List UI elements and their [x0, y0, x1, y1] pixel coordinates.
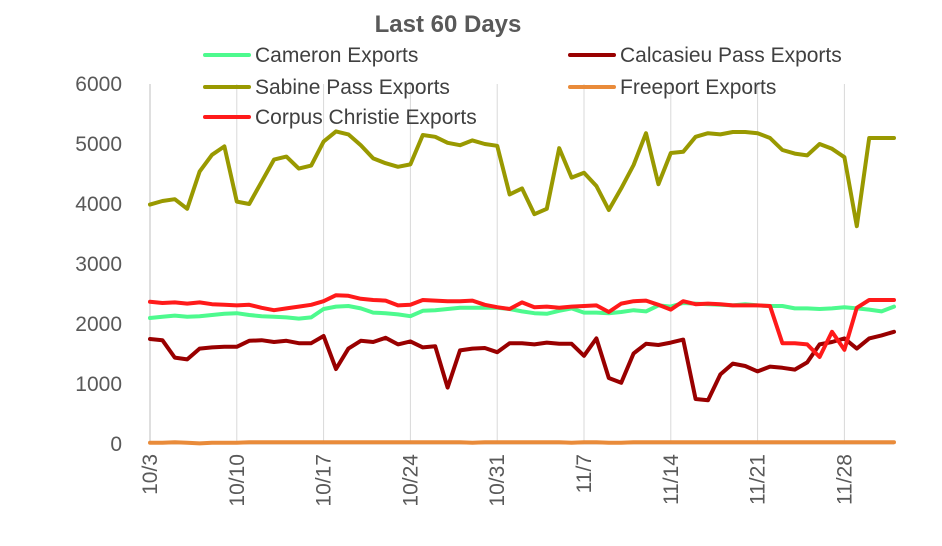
series-line-corpus-christie-exports — [148, 293, 896, 359]
x-tick-label: 11/28 — [833, 454, 856, 505]
legend-label-calcasieu-pass-exports: Calcasieu Pass Exports — [620, 44, 842, 67]
axes: 10/3 10/10 10/17 10/24 10/31 11/7 11/14 11/21 11… — [75, 73, 894, 507]
series-line-calcasieu-pass-exports — [148, 329, 896, 403]
x-tick-label: 11/7 — [573, 454, 596, 493]
y-tick-label: 4000 — [75, 193, 122, 216]
y-tick-label: 3000 — [75, 253, 122, 276]
x-tick-label: 10/24 — [399, 454, 422, 507]
series-line-cameron-exports — [148, 301, 896, 321]
legend-label-sabine-pass-exports: Sabine Pass Exports — [255, 76, 450, 99]
x-tick-label: 10/17 — [313, 454, 336, 507]
x-tick-label: 11/21 — [747, 454, 770, 505]
gridlines — [149, 84, 845, 444]
chart-title: Last 60 Days — [375, 11, 522, 38]
x-tick-label: 11/14 — [660, 454, 683, 505]
series-lines — [148, 129, 896, 446]
x-tick-label: 10/31 — [486, 454, 509, 507]
legend-label-corpus-christie-exports: Corpus Christie Exports — [255, 106, 477, 129]
x-tick-label: 10/3 — [139, 454, 162, 495]
x-tick-label: 10/10 — [226, 454, 249, 507]
legend: Cameron Exports Calcasieu Pass Exports Sab… — [203, 44, 842, 129]
y-tick-label: 2000 — [75, 313, 122, 336]
series-line-sabine-pass-exports — [148, 129, 896, 229]
legend-label-freeport-exports: Freeport Exports — [620, 76, 776, 99]
series-line-freeport-exports — [148, 440, 896, 446]
y-tick-label: 1000 — [75, 373, 122, 396]
y-tick-label: 5000 — [75, 133, 122, 156]
legend-label-cameron-exports: Cameron Exports — [255, 44, 418, 67]
y-tick-label: 6000 — [75, 73, 122, 96]
y-tick-label: 0 — [110, 433, 122, 456]
